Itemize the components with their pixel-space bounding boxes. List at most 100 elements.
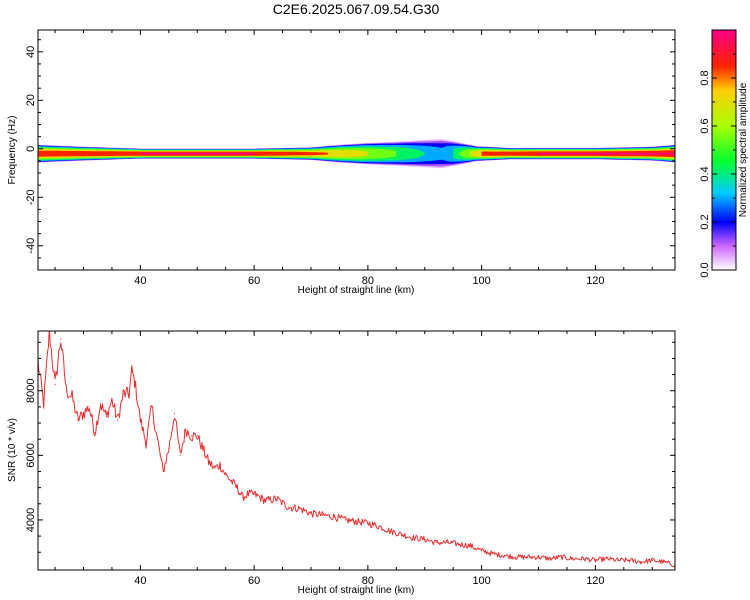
colorbar-tick-label: 0.8 bbox=[699, 70, 711, 85]
snr-data-point bbox=[367, 522, 369, 524]
snr-x-tick-label: 60 bbox=[248, 575, 260, 587]
snr-data-point bbox=[640, 561, 642, 563]
snr-panel: 40 60 80 100 120 4000 6000 8000 Height of stra… bbox=[7, 330, 676, 596]
colorbar: 0.0 0.2 0.4 0.6 0.8 Normalized spectral ampl… bbox=[699, 29, 749, 278]
snr-data-point bbox=[606, 558, 608, 560]
snr-data-point bbox=[162, 470, 164, 473]
snr-data-point bbox=[378, 525, 380, 528]
snr-data-point bbox=[264, 500, 267, 502]
snr-data-point bbox=[617, 559, 619, 561]
snr-data-point bbox=[242, 496, 244, 498]
snr-y-ticks: 4000 6000 8000 bbox=[25, 341, 675, 553]
snr-data-point bbox=[202, 448, 204, 450]
heatmap-frame bbox=[37, 29, 676, 271]
snr-data-point bbox=[230, 480, 232, 482]
snr-x-ticks: 40 60 80 100 120 bbox=[54, 331, 653, 587]
snr-y-axis-label: SNR (10 * v/v) bbox=[7, 418, 18, 482]
heatmap-y-tick-label: -40 bbox=[25, 238, 37, 254]
heatmap-x-tick-label: 120 bbox=[586, 275, 604, 287]
heatmap-y-ticks: -40 -20 0 20 40 bbox=[25, 39, 675, 259]
snr-data-point bbox=[179, 454, 181, 456]
snr-data-point bbox=[60, 338, 62, 340]
heatmap-y-tick-label: 40 bbox=[25, 46, 37, 58]
snr-data-point bbox=[191, 435, 193, 437]
snr-data-point bbox=[458, 543, 460, 545]
snr-data-point bbox=[82, 412, 85, 414]
snr-data-point bbox=[213, 467, 215, 469]
heatmap-x-tick-label: 60 bbox=[248, 275, 260, 287]
snr-data-point bbox=[145, 441, 147, 443]
snr-y-tick-label: 4000 bbox=[25, 508, 37, 532]
snr-data-point bbox=[560, 556, 562, 558]
snr-data-point bbox=[117, 419, 119, 421]
snr-data-point bbox=[628, 559, 631, 561]
snr-data-point bbox=[43, 403, 45, 405]
snr-data-point bbox=[185, 428, 187, 431]
snr-data-point bbox=[435, 541, 437, 544]
snr-data-point bbox=[355, 521, 358, 523]
colorbar-tick-label: 0.0 bbox=[699, 262, 711, 277]
snr-data-point bbox=[344, 519, 346, 521]
snr-data-point bbox=[549, 558, 551, 560]
snr-data-point bbox=[196, 435, 198, 437]
snr-y-tick-label: 8000 bbox=[25, 379, 37, 403]
colorbar-label: Normalized spectral amplitude bbox=[738, 82, 749, 217]
snr-data-point bbox=[424, 538, 426, 540]
snr-data-point bbox=[401, 533, 403, 536]
colorbar-tick-label: 0.4 bbox=[699, 166, 711, 181]
snr-data-point bbox=[151, 406, 153, 408]
heatmap-x-tick-label: 40 bbox=[134, 275, 146, 287]
heatmap-level-8 bbox=[538, 152, 675, 155]
snr-data-point bbox=[333, 516, 335, 518]
snr-data-point bbox=[122, 393, 124, 395]
snr-data-point bbox=[100, 403, 102, 405]
snr-data-point bbox=[225, 474, 227, 476]
heatmap-level-8 bbox=[140, 152, 255, 155]
colorbar-gradient bbox=[712, 30, 736, 270]
snr-data-point bbox=[526, 556, 528, 558]
snr-data-point bbox=[156, 438, 158, 440]
heatmap-y-tick-label: 0 bbox=[25, 146, 37, 152]
heatmap-y-tick-label: -20 bbox=[25, 189, 37, 205]
snr-data-point bbox=[492, 553, 494, 555]
snr-x-tick-label: 100 bbox=[472, 575, 490, 587]
heatmap-x-axis-label: Height of straight line (km) bbox=[298, 285, 415, 296]
heatmap-y-tick-label: 20 bbox=[25, 94, 37, 106]
snr-data-point bbox=[503, 554, 505, 557]
snr-data-point bbox=[105, 416, 107, 418]
heatmap-x-tick-label: 80 bbox=[362, 275, 374, 287]
snr-data-point bbox=[651, 559, 653, 561]
snr-data-point bbox=[276, 498, 278, 500]
snr-data-point bbox=[168, 448, 170, 450]
heatmap-plot-area bbox=[38, 139, 675, 169]
colorbar-ticks: 0.0 0.2 0.4 0.6 0.8 bbox=[699, 53, 736, 278]
colorbar-tick-label: 0.2 bbox=[699, 214, 711, 229]
snr-data-point bbox=[236, 487, 238, 489]
colorbar-tick-label: 0.6 bbox=[699, 118, 711, 133]
figure-title: C2E6.2025.067.09.54.G30 bbox=[273, 1, 440, 17]
heatmap-panel: 40 60 80 100 120 -40 -20 0 20 40 Height of strai… bbox=[7, 29, 676, 296]
snr-data-point bbox=[65, 390, 67, 392]
snr-data-point bbox=[219, 464, 221, 466]
snr-frame bbox=[37, 330, 676, 571]
snr-data-point bbox=[139, 419, 141, 421]
snr-data-point bbox=[208, 461, 210, 463]
snr-data-point bbox=[299, 508, 301, 510]
snr-data-point bbox=[77, 419, 79, 421]
snr-data-point bbox=[515, 556, 517, 558]
snr-data-point bbox=[412, 537, 414, 539]
snr-data-point bbox=[131, 370, 133, 372]
snr-data-point bbox=[446, 541, 449, 544]
snr-data-point bbox=[173, 412, 176, 414]
snr-data-point bbox=[594, 559, 597, 561]
snr-x-axis-label: Height of straight line (km) bbox=[298, 585, 415, 596]
snr-plot-area bbox=[38, 331, 675, 568]
snr-data-point bbox=[88, 406, 90, 408]
snr-series-line bbox=[38, 331, 675, 568]
snr-data-point bbox=[310, 512, 312, 515]
snr-data-point bbox=[48, 332, 51, 334]
snr-x-tick-label: 80 bbox=[362, 575, 374, 587]
snr-data-point bbox=[71, 396, 73, 398]
snr-data-point bbox=[390, 530, 392, 532]
